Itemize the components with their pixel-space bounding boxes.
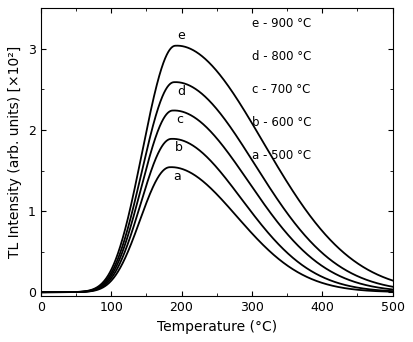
Text: c - 700 °C: c - 700 °C (252, 83, 310, 96)
Text: a - 500 °C: a - 500 °C (252, 149, 311, 162)
Text: c: c (176, 113, 183, 126)
Text: b: b (174, 141, 183, 154)
Text: d - 800 °C: d - 800 °C (252, 50, 311, 63)
Text: e: e (177, 29, 185, 42)
Text: d: d (177, 84, 185, 97)
Text: a: a (173, 170, 181, 183)
Text: b - 600 °C: b - 600 °C (252, 116, 311, 129)
Text: e - 900 °C: e - 900 °C (252, 17, 311, 30)
Y-axis label: TL Intensity (arb. units) [×10²]: TL Intensity (arb. units) [×10²] (8, 46, 22, 259)
X-axis label: Temperature (°C): Temperature (°C) (157, 320, 277, 334)
